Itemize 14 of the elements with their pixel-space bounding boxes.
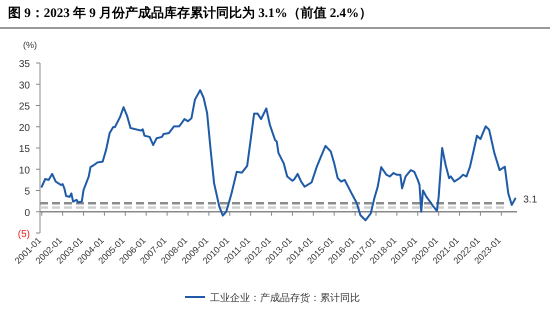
legend-label: 工业企业：产成品存货：累计同比 [210, 292, 360, 304]
y-axis-title: (%) [23, 40, 37, 50]
y-tick-label: 20 [18, 122, 30, 134]
annotation: 3.1 [523, 194, 538, 206]
y-tick-label: 25 [18, 102, 30, 112]
y-tick-label: 5 [24, 186, 30, 198]
y-tick-label: (5) [18, 229, 30, 240]
legend: 工业企业：产成品存货：累计同比 [185, 293, 360, 304]
y-tick-label: 35 [18, 59, 30, 70]
chart-title: 图 9：2023 年 9 月份产成品库存累计同比为 3.1%（前值 2.4%） [8, 5, 372, 20]
y-tick-label: 30 [18, 80, 30, 92]
y-tick-label: 0 [24, 208, 30, 219]
y-tick-label: 15 [18, 144, 30, 155]
y-tick-label: 10 [18, 165, 30, 176]
